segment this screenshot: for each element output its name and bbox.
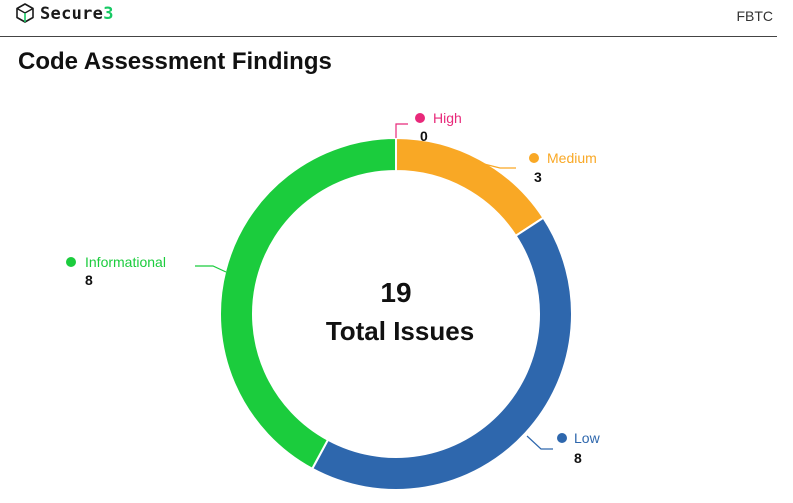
value-low: 8 bbox=[574, 450, 582, 466]
donut-slices bbox=[219, 136, 573, 491]
shield-logo-icon bbox=[14, 2, 36, 26]
page-title: Code Assessment Findings bbox=[18, 48, 332, 75]
value-informational: 8 bbox=[85, 272, 93, 288]
header-divider bbox=[0, 36, 777, 37]
brand-accent: 3 bbox=[103, 4, 114, 24]
leader-line-informational bbox=[195, 265, 227, 273]
brand-name: Secure3 bbox=[40, 4, 114, 24]
legend-dot-informational bbox=[66, 257, 76, 267]
leader-line-medium bbox=[459, 157, 516, 169]
secure3-logo[interactable]: Secure3 bbox=[14, 2, 114, 26]
leader-line-high bbox=[395, 123, 408, 138]
label-high: High bbox=[433, 110, 462, 126]
legend-dot-high bbox=[415, 113, 425, 123]
leader-lines bbox=[195, 123, 553, 450]
slice-low[interactable] bbox=[310, 216, 573, 491]
slice-informational[interactable] bbox=[219, 136, 397, 471]
total-issues-count: 19 bbox=[380, 277, 411, 308]
label-low: Low bbox=[574, 430, 601, 446]
brand-main: Secure bbox=[40, 4, 104, 24]
project-name: FBTC bbox=[736, 8, 773, 24]
label-informational: Informational bbox=[85, 254, 166, 270]
leader-line-low bbox=[526, 435, 553, 450]
legend-dot-medium bbox=[529, 153, 539, 163]
header: Secure3 FBTC bbox=[0, 0, 793, 36]
label-medium: Medium bbox=[547, 150, 597, 166]
value-medium: 3 bbox=[534, 169, 542, 185]
total-issues-label: Total Issues bbox=[326, 316, 474, 346]
value-high: 0 bbox=[420, 128, 428, 144]
slice-labels: High 0 Medium 3 Low 8 Informational 8 bbox=[66, 110, 601, 466]
legend-dot-low bbox=[557, 433, 567, 443]
slice-medium[interactable] bbox=[395, 136, 545, 238]
